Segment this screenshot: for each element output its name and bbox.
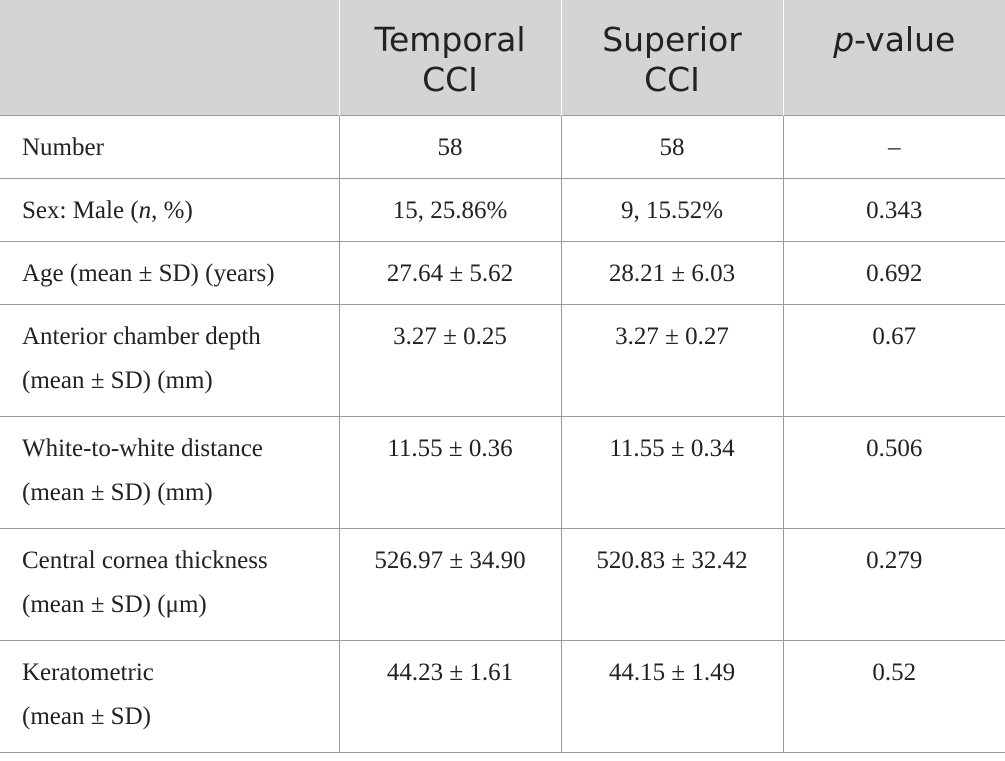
row-label: Age (mean ± SD) (years) xyxy=(0,240,340,305)
row-label-line2: (mean ± SD) (mm) xyxy=(22,366,213,394)
table-header: Temporal CCI Superior CCI p-value xyxy=(0,0,1005,115)
row-label-line1: Keratometric xyxy=(22,658,154,686)
row-label: Anterior chamber depth (mean ± SD) (mm) xyxy=(0,303,340,417)
temporal-value: 27.64 ± 5.62 xyxy=(338,240,562,305)
temporal-value: 15, 25.86% xyxy=(338,177,562,242)
row-label-line2: (mean ± SD) xyxy=(22,702,151,730)
row-label-line1: Central cornea thickness xyxy=(22,546,268,574)
superior-value: 28.21 ± 6.03 xyxy=(560,240,784,305)
header-p-rest: -value xyxy=(854,20,956,59)
p-value: 0.279 xyxy=(782,527,1005,641)
p-value: 0.67 xyxy=(782,303,1005,417)
header-superior-cci: Superior CCI xyxy=(560,0,783,115)
temporal-value: 3.27 ± 0.25 xyxy=(338,303,562,417)
superior-value: 44.15 ± 1.49 xyxy=(560,639,784,753)
row-label-line1: Anterior chamber depth xyxy=(22,322,261,350)
p-value: – xyxy=(782,114,1005,179)
table-row: Anterior chamber depth (mean ± SD) (mm) 3… xyxy=(0,303,1005,417)
p-value: 0.343 xyxy=(782,177,1005,242)
temporal-value: 11.55 ± 0.36 xyxy=(338,415,562,529)
p-value: 0.692 xyxy=(782,240,1005,305)
table-row: Number 58 58 – xyxy=(0,114,1005,179)
row-label: Number xyxy=(0,114,340,179)
superior-value: 11.55 ± 0.34 xyxy=(560,415,784,529)
row-label: Keratometric (mean ± SD) xyxy=(0,639,340,753)
p-value: 0.52 xyxy=(782,639,1005,753)
superior-value: 9, 15.52% xyxy=(560,177,784,242)
superior-value: 58 xyxy=(560,114,784,179)
row-label-line2: (mean ± SD) (μm) xyxy=(22,590,207,618)
row-label: Sex: Male (n, %) xyxy=(0,177,340,242)
temporal-value: 44.23 ± 1.61 xyxy=(338,639,562,753)
row-label-italic: n xyxy=(138,196,152,224)
header-empty-cell xyxy=(0,0,339,115)
header-p-value: p-value xyxy=(782,0,1005,115)
row-label: Central cornea thickness (mean ± SD) (μm) xyxy=(0,527,340,641)
row-label-line2: (mean ± SD) (mm) xyxy=(22,478,213,506)
table-row: Sex: Male (n, %) 15, 25.86% 9, 15.52% 0.… xyxy=(0,177,1005,242)
header-temporal-cci: Temporal CCI xyxy=(338,0,561,115)
table-row: Keratometric (mean ± SD) 44.23 ± 1.61 44.… xyxy=(0,639,1005,753)
row-label-post: , %) xyxy=(151,196,193,224)
header-row: Temporal CCI Superior CCI p-value xyxy=(0,0,1005,115)
table-row: Age (mean ± SD) (years) 27.64 ± 5.62 28.… xyxy=(0,240,1005,305)
row-label-pre: Sex: Male ( xyxy=(22,196,139,224)
superior-value: 3.27 ± 0.27 xyxy=(560,303,784,417)
p-value: 0.506 xyxy=(782,415,1005,529)
row-label: White-to-white distance (mean ± SD) (mm) xyxy=(0,415,340,529)
row-label-line1: White-to-white distance xyxy=(22,434,263,462)
superior-value: 520.83 ± 32.42 xyxy=(560,527,784,641)
table-body: Number 58 58 – Sex: Male (n, %) 15, 25.8… xyxy=(0,114,1005,753)
temporal-value: 58 xyxy=(338,114,562,179)
table-row: White-to-white distance (mean ± SD) (mm) … xyxy=(0,415,1005,529)
header-p-italic: p xyxy=(833,20,855,59)
table-row: Central cornea thickness (mean ± SD) (μm)… xyxy=(0,527,1005,641)
temporal-value: 526.97 ± 34.90 xyxy=(338,527,562,641)
